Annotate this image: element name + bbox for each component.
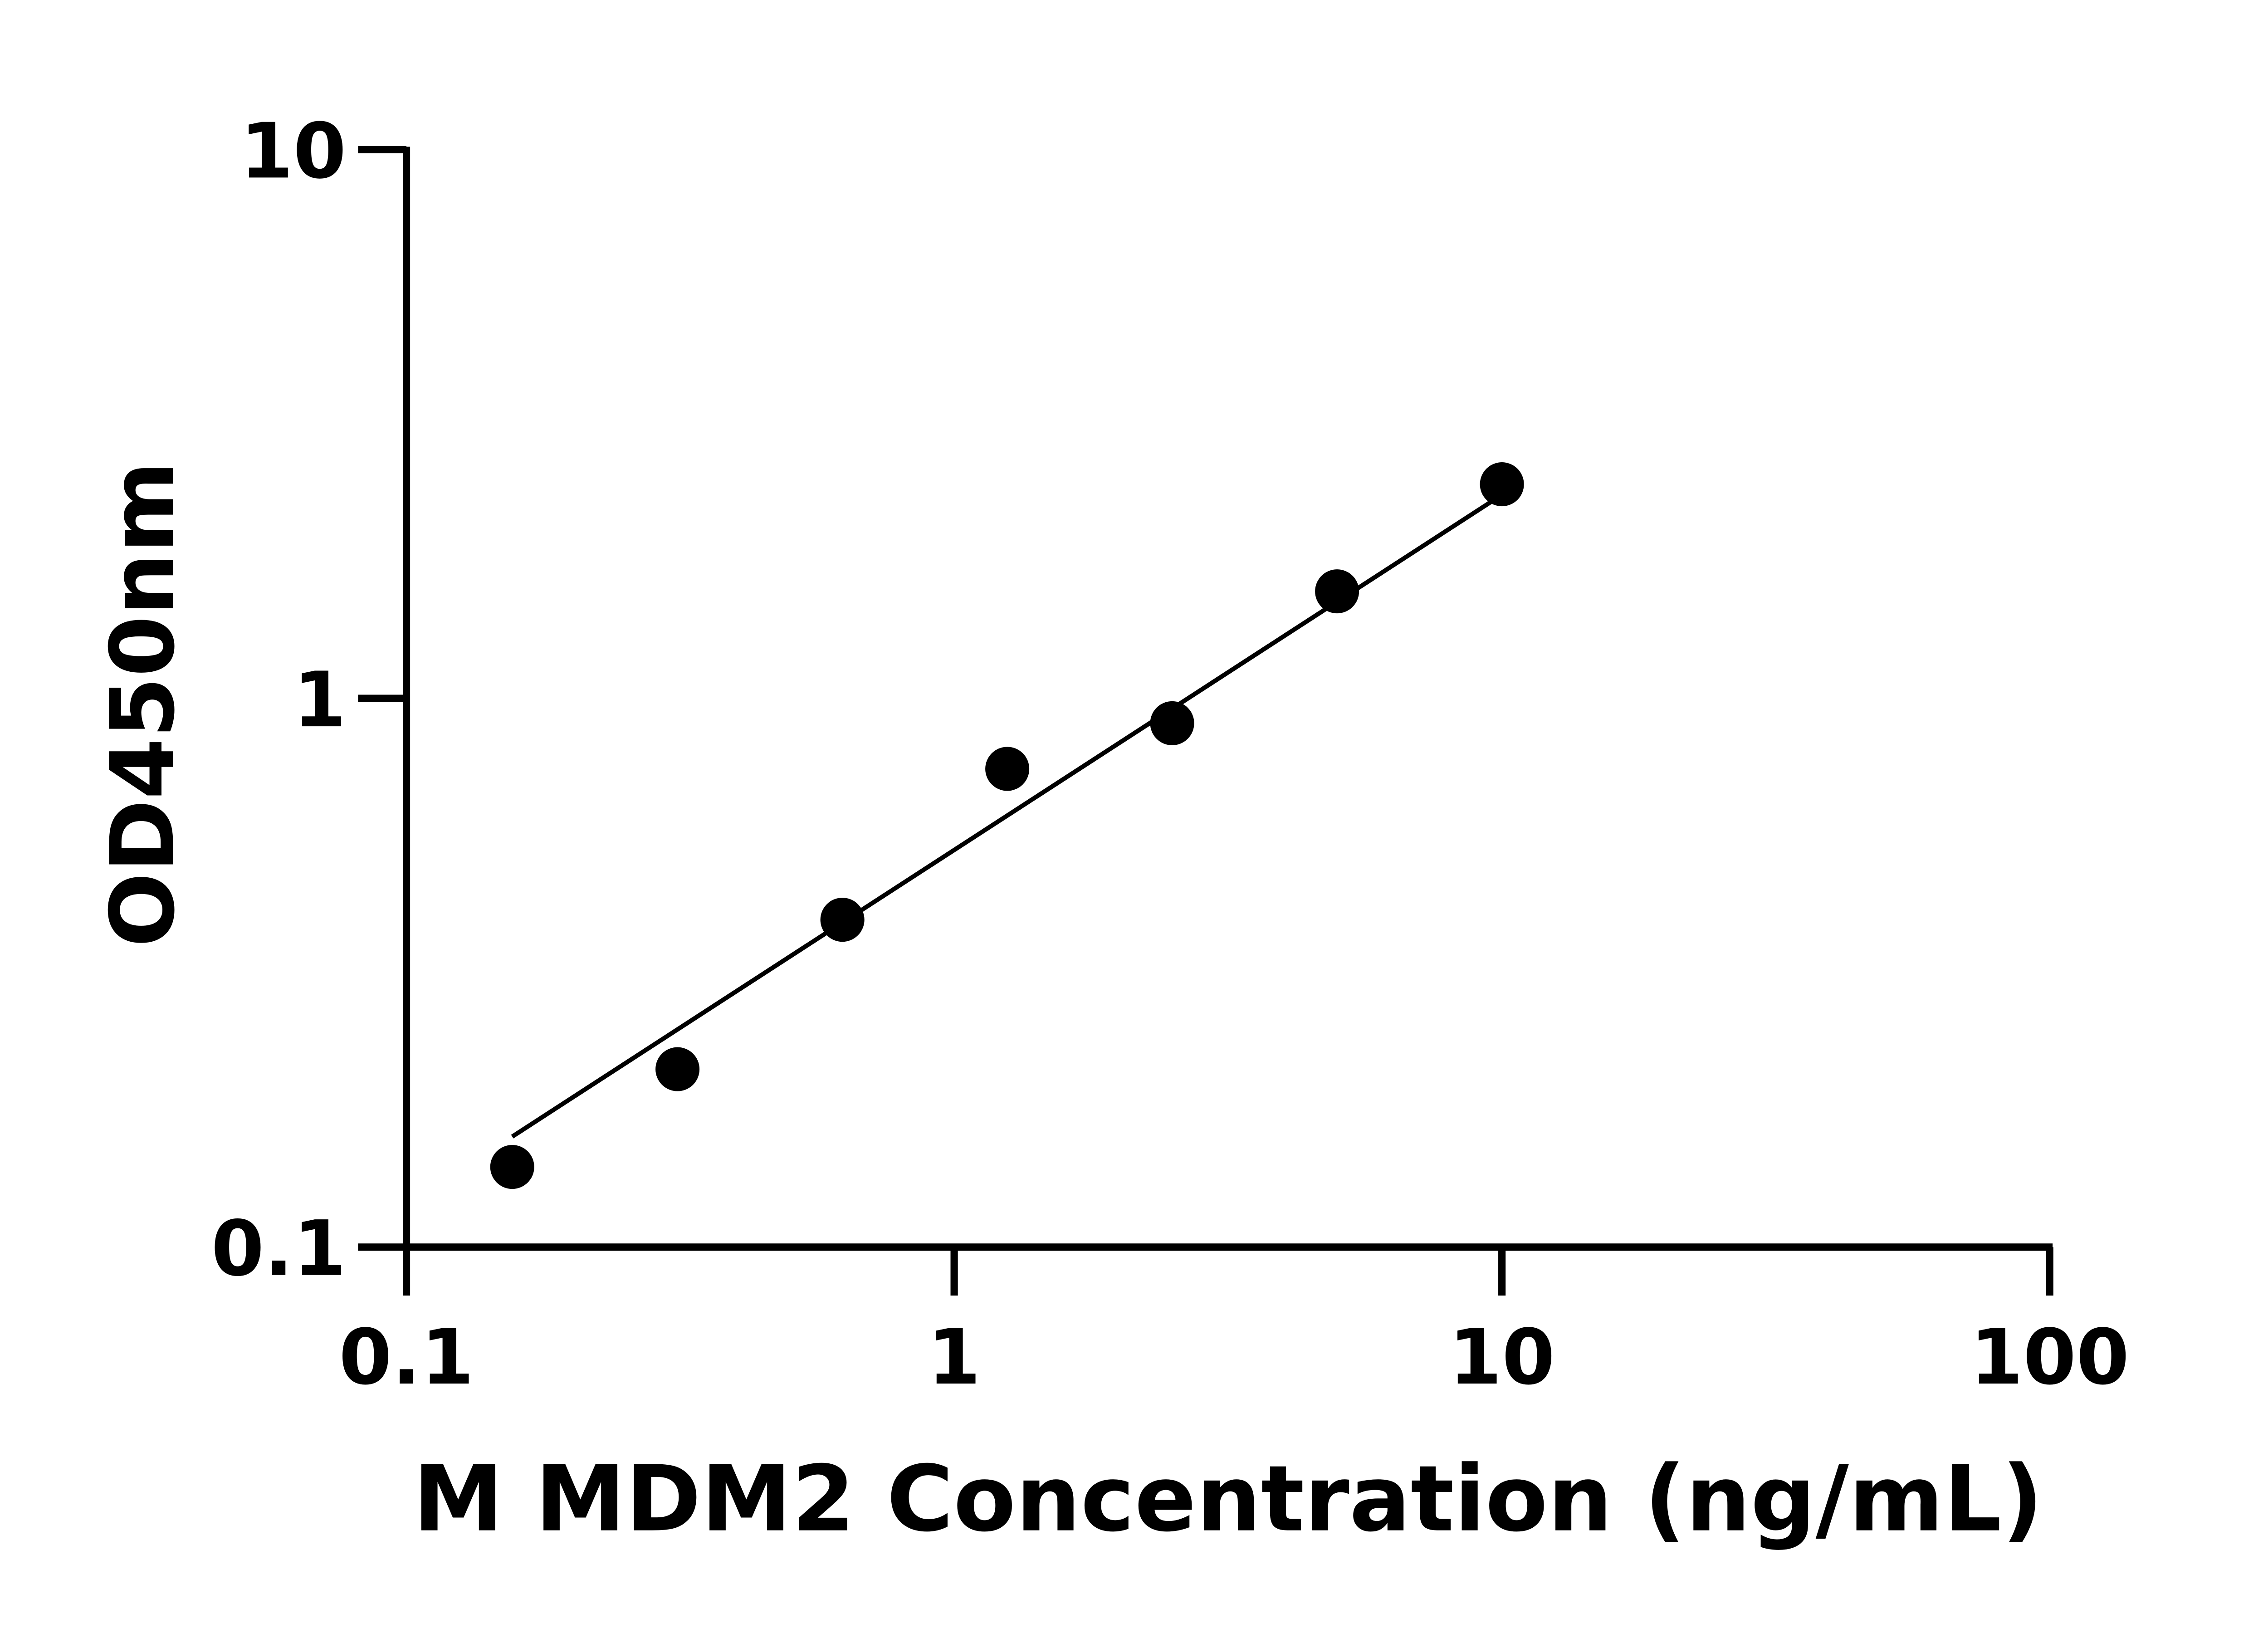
y-tick-label: 10: [240, 107, 346, 196]
data-point: [1315, 569, 1359, 614]
data-point: [820, 898, 865, 942]
data-point: [655, 1047, 700, 1091]
y-tick-label: 1: [293, 655, 346, 744]
data-marks: [490, 462, 1524, 1189]
data-point: [1150, 701, 1194, 745]
data-point: [1480, 462, 1524, 507]
axes: [402, 147, 2053, 1251]
x-tick-label: 10: [1449, 1313, 1555, 1402]
y-tick-label: 0.1: [211, 1204, 346, 1293]
y-axis-label: OD450nm: [92, 461, 194, 948]
x-axis-label: M MDM2 Concentration (ng/mL): [413, 1447, 2043, 1552]
x-tick-label: 0.1: [339, 1313, 474, 1402]
x-tick-label: 100: [1970, 1313, 2129, 1402]
data-point: [490, 1145, 534, 1189]
x-tick-label: 1: [928, 1313, 981, 1402]
data-point: [985, 747, 1030, 791]
ticks: 0.1 1 10 100 0.1 1 10: [211, 107, 2129, 1402]
